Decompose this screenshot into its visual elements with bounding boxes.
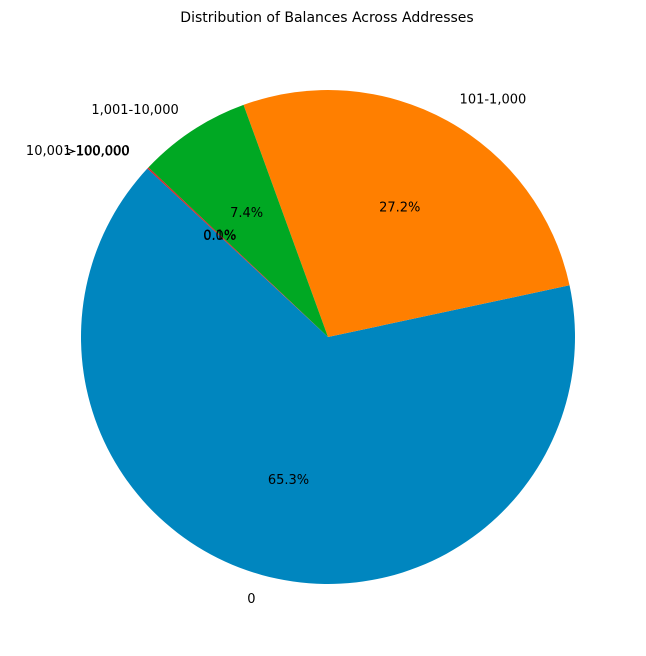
pie-slices [81,89,576,585]
pie-slice-0 [81,168,576,585]
slice-label-101-1-000: 101-1,000 [460,92,527,107]
pct-label-101-1-000: 27.2% [379,200,420,215]
slice-label-10-001-100-000: 10,001-100,000 [26,144,130,159]
slice-label-100-000: >100,000 [65,145,130,160]
pct-label-0: 65.3% [268,473,309,488]
pie-slice-101-1-000 [243,89,570,337]
pct-label-1-001-10-000: 7.4% [230,206,263,221]
pie-slice-10-001-100-000 [147,167,328,337]
pie-slice-1-001-10-000 [148,104,328,337]
slice-label-0: 0 [247,592,255,607]
slice-label-1-001-10-000: 1,001-10,000 [91,103,178,118]
chart-title: Distribution of Balances Across Addresse… [180,10,473,26]
pie-labels: 0 65.3% 101-1,000 27.2% 1,001-10,000 7.4% 10,0… [26,92,526,607]
pct-label-100-000: 0.0% [203,229,236,244]
pct-label-10-001-100-000: 0.1% [203,229,236,244]
